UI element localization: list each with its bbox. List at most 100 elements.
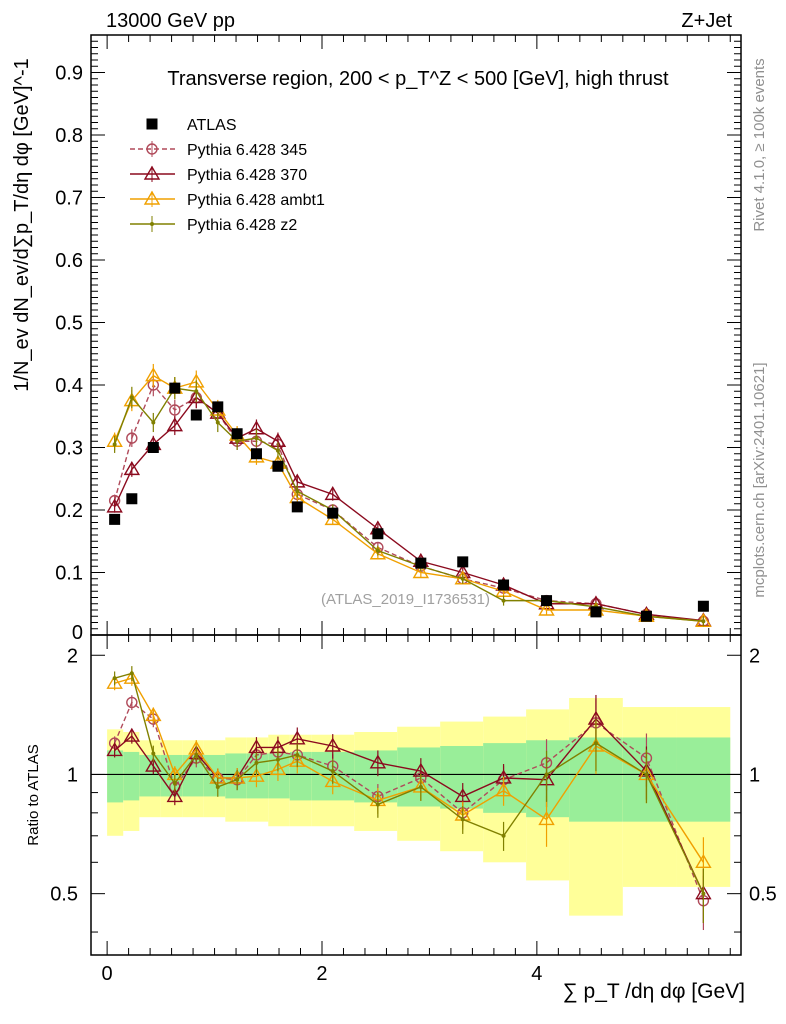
legend: ATLAS Pythia 6.428 345 Pythia 6.428 370 Pyt… [130,117,325,234]
point-0-2 [147,442,159,453]
ratio-point-4-8 [275,757,280,762]
header-right: Z+Jet [681,10,732,32]
y-zero-label: 0 [72,622,83,644]
mc-uncertainty-bands [91,697,741,916]
ratio-y-tick-label-left-1: 1 [67,764,78,786]
y-tick-label-1: 0.2 [55,500,83,522]
ratio-point-4-17 [644,772,649,777]
legend-label-3: Pythia 6.428 ambt1 [187,192,325,209]
x-tick-label-0: 0 [102,963,113,985]
ratio-frame [90,634,742,956]
point-0-5 [212,401,224,413]
x-axis-label: ∑ p_T /dη dφ [GeV] [563,980,745,1003]
ratio-y-tick-label-left-2: 2 [67,645,78,667]
y-tick-label-4: 0.5 [55,313,83,335]
legend-marker-2 [143,165,161,180]
ratio-point-2-7 [248,739,265,754]
ratio-y-axis-label: Ratio to ATLAS [25,744,42,845]
ratio-point-2-1 [123,727,141,742]
ratio-point-4-0 [112,676,117,681]
ratio-y-tick-label-left-0: 0.5 [50,884,78,906]
axes: 0 2 40.10.20.30.40.50.60.70.80.900.5 0.51 12… [50,35,777,985]
band-green-13 [440,745,484,809]
point-0-18 [697,600,709,612]
band-green-2 [139,754,161,797]
ratio-point-4-13 [460,817,465,822]
ratio-point-3-1 [123,669,141,684]
y-tick-label-0: 0.1 [55,563,83,585]
ratio-point-2-3 [166,788,184,803]
side-label-bottom: mcplots.cern.ch [arXiv:2401.10621] [751,362,768,597]
point-0-3 [169,382,181,394]
point-1-3 [169,404,181,416]
ratio-point-2-11 [369,754,387,769]
point-4-2 [151,420,156,425]
legend-label-4: Pythia 6.428 z2 [187,217,297,234]
point-0-16 [590,606,602,618]
x-tick-label-1: 2 [316,963,327,985]
ratio-point-3-14 [495,782,512,797]
ratio-point-2-10 [324,737,341,752]
ratio-point-4-7 [254,760,259,765]
point-0-13 [457,556,469,568]
ratio-point-2-13 [454,788,471,803]
point-0-11 [372,528,384,540]
point-0-8 [272,460,284,472]
series-4 [112,377,706,924]
ratio-point-4-6 [235,777,240,782]
band-green-1 [123,751,140,801]
point-2-10 [324,485,341,501]
band-green-6 [225,753,247,799]
legend-marker-0 [146,118,158,130]
ratio-point-4-4 [194,752,199,757]
point-2-0 [106,498,123,513]
ratio-point-4-11 [375,802,380,807]
ratio-point-4-15 [544,772,549,777]
ratio-point-4-3 [172,781,177,786]
band-green-8 [268,753,290,799]
ratio-point-4-10 [330,769,335,774]
ratio-point-3-10 [324,773,341,788]
ratio-point-4-12 [418,784,423,789]
ratio-point-3-0 [106,674,123,689]
ratio-point-2-2 [145,757,162,772]
point-4-9 [295,489,300,494]
ratio-point-4-18 [701,891,706,896]
y-tick-label-6: 0.7 [55,188,83,210]
point-4-7 [254,436,259,441]
y-tick-label-3: 0.4 [55,375,83,397]
point-4-4 [194,389,199,394]
ratio-point-3-18 [695,853,712,869]
point-0-0 [109,513,121,525]
point-0-15 [541,595,553,607]
ratio-point-4-14 [501,833,506,838]
point-0-12 [415,557,427,569]
point-1-1 [126,432,138,444]
series-0 [109,382,709,622]
point-2-3 [166,417,184,432]
point-0-17 [640,610,652,622]
point-3-11 [369,545,387,560]
ratio-point-4-16 [593,741,598,746]
point-4-14 [501,598,506,603]
y-tick-label-5: 0.6 [55,250,83,272]
point-4-11 [375,548,380,553]
point-0-7 [250,448,262,460]
point-0-1 [126,493,138,505]
series-line-3 [113,374,704,622]
header-left: 13000 GeV pp [106,10,235,32]
legend-label-0: ATLAS [187,117,237,134]
legend-label-2: Pythia 6.428 370 [187,167,307,184]
series-layer [106,363,712,931]
band-green-18 [676,737,731,822]
point-0-14 [498,579,510,591]
series-line-2 [114,396,704,622]
ratio-y-tick-label-right-0: 0.5 [749,884,777,906]
legend-marker-4 [150,222,154,226]
point-3-12 [412,564,430,579]
ratio-y-tick-label-right-1: 1 [749,764,760,786]
series-line-4 [113,387,704,622]
y-axis-label: 1/N_ev dN_ev/d∑p_T/dη dφ [GeV]^-1 [11,58,33,391]
point-0-4 [190,409,202,421]
